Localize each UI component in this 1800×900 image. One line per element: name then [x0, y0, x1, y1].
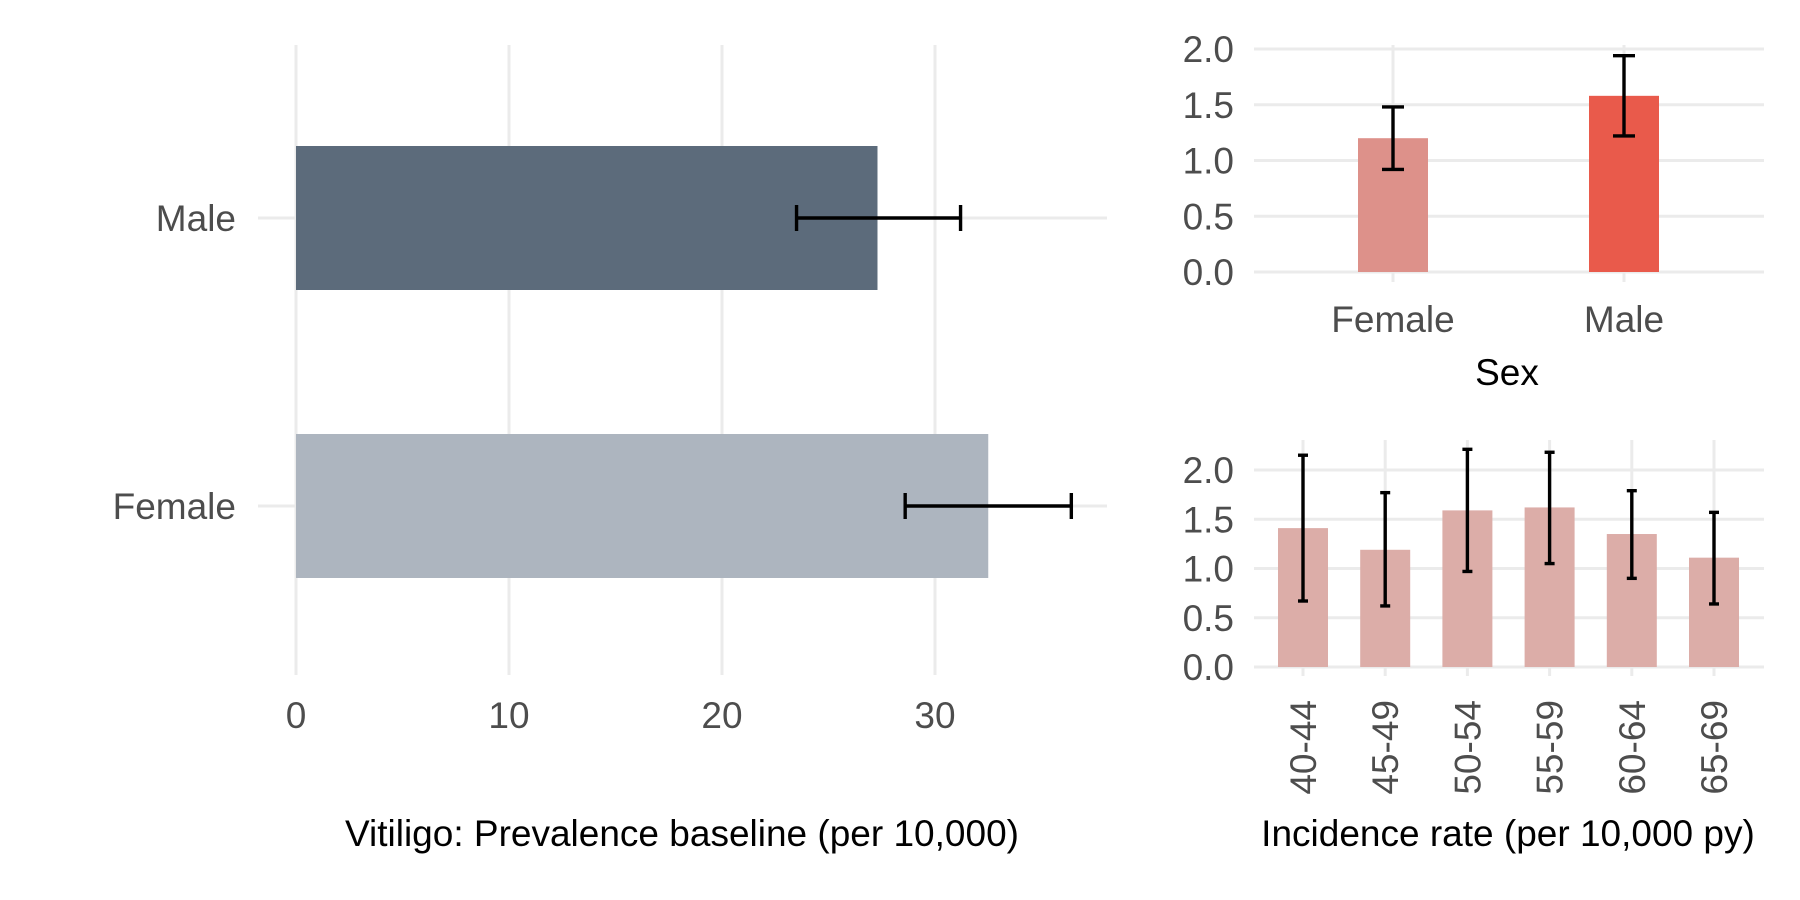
prevalence-error-bars — [794, 205, 1074, 519]
error-bar-50-54 — [1462, 447, 1473, 574]
x-tick-label-40-44: 40-44 — [1283, 700, 1324, 795]
age-bars — [1278, 507, 1739, 667]
prevalence-x-axis-title: Vitiligo: Prevalence baseline (per 10,00… — [345, 813, 1019, 854]
y-tick-label: 0.0 — [1183, 647, 1234, 688]
y-tick-label: 0.5 — [1183, 196, 1234, 237]
sex-error-bars — [1382, 53, 1635, 172]
prevalence-bars — [296, 146, 989, 578]
incidence-x-axis-title: Incidence rate (per 10,000 py) — [1261, 813, 1755, 854]
y-tick-label: 1.5 — [1183, 499, 1234, 540]
error-bar-male — [794, 205, 963, 231]
age-gridlines — [1254, 440, 1764, 676]
error-bar-female — [1382, 105, 1404, 172]
age-error-bars — [1298, 447, 1719, 608]
x-tick-label: 10 — [488, 695, 529, 736]
y-tick-label-male: Male — [156, 198, 236, 239]
y-tick-label: 0.0 — [1183, 252, 1234, 293]
age-incidence-panel: 0.0 0.5 1.0 1.5 2.0 40-44 45-49 50-54 55-59 60-64… — [1183, 440, 1764, 854]
x-tick-label: 0 — [286, 695, 307, 736]
y-tick-label-female: Female — [113, 486, 236, 527]
x-tick-label-60-64: 60-64 — [1612, 700, 1653, 795]
error-bar-65-69 — [1709, 510, 1719, 606]
y-tick-label: 1.0 — [1183, 549, 1234, 590]
prevalence-panel: 0 10 20 30 Male Female Vitiligo: Prevalence b… — [113, 45, 1107, 854]
sex-incidence-panel: 0.0 0.5 1.0 1.5 2.0 Female Male Sex — [1183, 29, 1764, 393]
error-bar-male — [1613, 53, 1635, 138]
x-tick-label-45-49: 45-49 — [1365, 700, 1406, 795]
sex-bars — [1358, 95, 1659, 272]
x-tick-label-55-59: 55-59 — [1530, 700, 1571, 795]
x-tick-label-female: Female — [1331, 299, 1454, 340]
x-tick-label: 20 — [701, 695, 742, 736]
error-bar-female — [903, 493, 1074, 519]
x-tick-label-65-69: 65-69 — [1694, 700, 1735, 795]
error-bar-60-64 — [1626, 488, 1637, 581]
prevalence-gridlines — [258, 45, 1107, 675]
x-tick-label: 30 — [914, 695, 955, 736]
y-tick-label: 1.5 — [1183, 85, 1234, 126]
y-tick-label: 2.0 — [1183, 450, 1234, 491]
age-tick-labels: 0.0 0.5 1.0 1.5 2.0 40-44 45-49 50-54 55-59 60-64… — [1183, 450, 1735, 795]
error-bar-55-59 — [1544, 450, 1555, 566]
y-tick-label: 0.5 — [1183, 598, 1234, 639]
y-tick-label: 2.0 — [1183, 29, 1234, 70]
bar-female — [296, 434, 989, 578]
sex-gridlines — [1254, 45, 1764, 282]
sex-tick-labels: 0.0 0.5 1.0 1.5 2.0 Female Male — [1183, 29, 1665, 340]
x-tick-label-male: Male — [1584, 299, 1664, 340]
y-tick-label: 1.0 — [1183, 141, 1234, 182]
prevalence-tick-labels: 0 10 20 30 Male Female — [113, 198, 956, 736]
x-tick-label-50-54: 50-54 — [1447, 700, 1488, 795]
error-bar-40-44 — [1298, 453, 1308, 603]
error-bar-45-49 — [1380, 490, 1391, 608]
bar-male — [296, 146, 878, 290]
sex-x-axis-title: Sex — [1475, 352, 1539, 393]
